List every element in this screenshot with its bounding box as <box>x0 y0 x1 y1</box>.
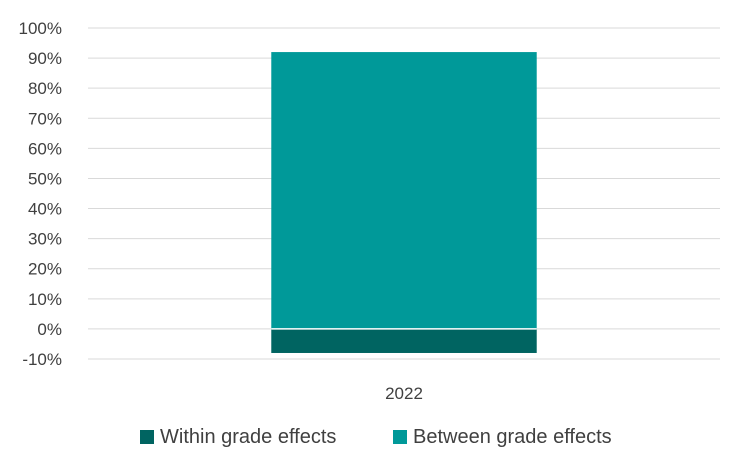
y-tick-label: 60% <box>28 139 62 158</box>
legend: Within grade effects Between grade effect… <box>140 426 612 448</box>
x-tick-label: 2022 <box>385 384 423 403</box>
y-tick-label: 20% <box>28 260 62 279</box>
y-tick-label: 0% <box>37 320 62 339</box>
y-tick-label: 10% <box>28 290 62 309</box>
y-tick-label: 90% <box>28 49 62 68</box>
bar-within-grade-effects <box>271 328 537 353</box>
legend-swatch <box>393 430 407 444</box>
y-tick-label: 50% <box>28 169 62 188</box>
y-tick-label: -10% <box>22 350 62 369</box>
y-tick-label: 80% <box>28 79 62 98</box>
y-tick-label: 40% <box>28 200 62 219</box>
y-axis-labels: -10% 0% 10% 20% 30% 40% 50% 60% 70% 80% 90% 100% <box>19 19 62 369</box>
y-tick-label: 100% <box>19 19 62 38</box>
x-axis-labels: 2022 <box>385 384 423 403</box>
legend-swatch <box>140 430 154 444</box>
legend-label: Within grade effects <box>160 426 336 448</box>
bar-between-grade-effects <box>271 52 537 329</box>
y-tick-label: 30% <box>28 230 62 249</box>
legend-label: Between grade effects <box>413 426 612 448</box>
bars <box>271 52 537 353</box>
y-tick-label: 70% <box>28 109 62 128</box>
